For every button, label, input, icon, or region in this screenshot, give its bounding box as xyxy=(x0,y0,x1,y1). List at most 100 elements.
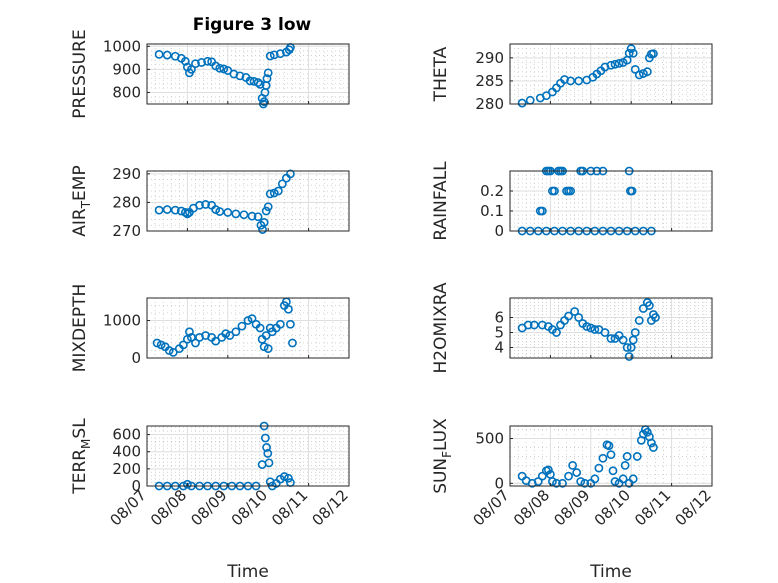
rainfall-subplot: 0 0.1 0.2 RAINFALL xyxy=(431,161,713,241)
x-tick-label: 08/11 xyxy=(631,486,674,529)
theta-data-point xyxy=(517,98,527,108)
y-tick-label: 0 xyxy=(131,477,141,495)
sun_flux-data-point xyxy=(594,463,604,473)
y-tick-label: 4 xyxy=(494,339,504,357)
h2omixra-data-point xyxy=(600,328,610,337)
x-tick-label: 08/07 xyxy=(107,486,150,529)
x-tick-label: 08/10 xyxy=(591,486,634,529)
theta-data-point xyxy=(541,91,551,101)
mixdepth-data-point xyxy=(261,331,271,340)
h2omixra-data-point xyxy=(586,323,596,333)
x-tick-label: 08/11 xyxy=(268,486,311,529)
sun_flux-data-point xyxy=(620,461,630,470)
sun_flux-data-point xyxy=(537,471,547,481)
y-tick-label: 290 xyxy=(475,49,504,67)
air_temp-data-point xyxy=(180,208,190,217)
theta-data-point xyxy=(649,49,658,59)
sun_flux-data-point xyxy=(558,478,567,488)
sun_flux-data-point xyxy=(618,474,628,484)
terr_msl-data-point xyxy=(262,443,271,452)
pressure-data-point xyxy=(263,68,273,78)
pressure-data-point xyxy=(180,56,190,66)
sun_flux-data-point xyxy=(580,478,590,488)
terr_msl-data-point xyxy=(182,479,192,489)
pressure-data-point xyxy=(253,78,263,87)
x-tick-label: 08/07 xyxy=(470,486,513,529)
air_temp-data-point xyxy=(261,206,271,216)
y-tick-label: 1000 xyxy=(103,37,141,55)
y-tick-label: 900 xyxy=(112,60,141,78)
theta-data-point xyxy=(610,59,620,69)
h2omixra-data-point xyxy=(624,352,634,361)
theta-data-point xyxy=(566,76,575,86)
mixdepth-data-point xyxy=(263,344,273,354)
y-tick-label: 270 xyxy=(112,222,141,240)
theta-data-point xyxy=(642,67,652,77)
theta-y-axis-label: THETA xyxy=(431,46,451,102)
h2omixra-data-point xyxy=(574,313,584,322)
h2omixra-data-point xyxy=(552,328,561,337)
mixdepth-data-point xyxy=(178,340,188,350)
h2omixra-data-point xyxy=(651,313,660,322)
pressure-data-point xyxy=(191,59,200,69)
air_temp-data-point xyxy=(253,212,263,222)
sun_flux-y-axis-label: SUNFLUX xyxy=(431,418,454,494)
air_temp-data-point xyxy=(195,200,204,210)
subplot-grid: 800 900 1000 PRESSURE 280 285 290 THETA 270 280 29… xyxy=(70,29,715,582)
pressure-data-point xyxy=(265,51,275,61)
theta-data-point xyxy=(574,76,584,86)
theta-data-point xyxy=(606,60,616,70)
x-axis-label: Time xyxy=(589,562,632,582)
y-tick-label: 290 xyxy=(112,165,141,183)
mixdepth-data-point xyxy=(275,319,285,329)
sun_flux-data-point xyxy=(608,466,618,476)
terr_msl-axes-frame xyxy=(146,425,350,487)
h2omixra-data-point xyxy=(529,320,539,330)
mixdepth-data-point xyxy=(288,338,297,348)
y-tick-label: 6 xyxy=(494,309,504,327)
mixdepth-data-point xyxy=(255,323,265,333)
sun_flux-data-point xyxy=(552,478,561,488)
theta-data-point xyxy=(638,69,648,78)
theta-data-point xyxy=(634,70,644,80)
y-tick-label: 0 xyxy=(494,474,504,492)
y-tick-label: 500 xyxy=(475,430,504,448)
rainfall-data-point xyxy=(537,206,547,216)
theta-data-point xyxy=(560,75,569,84)
pressure-data-point xyxy=(215,63,225,73)
y-tick-label: 0 xyxy=(494,222,504,240)
sun_flux-data-point xyxy=(543,465,553,475)
pressure-y-axis-label: PRESSURE xyxy=(70,29,90,118)
rainfall-data-point xyxy=(566,186,575,196)
y-tick-label: 400 xyxy=(112,443,141,461)
y-tick-label: 0 xyxy=(131,349,141,367)
h2omixra-data-point xyxy=(622,343,632,352)
y-tick-label: 0.2 xyxy=(480,182,504,200)
air_temp-y-axis-label: AIRTEMP xyxy=(70,165,93,236)
theta-subplot: 280 285 290 THETA xyxy=(431,43,713,113)
air_temp-data-point xyxy=(231,209,241,219)
y-tick-label: 280 xyxy=(112,193,141,211)
air_temp-data-point xyxy=(263,202,273,212)
h2omixra-data-point xyxy=(582,322,592,331)
sun_flux-data-point xyxy=(572,468,582,477)
y-tick-label: 1000 xyxy=(103,312,141,330)
x-tick-label: 08/09 xyxy=(550,486,593,529)
y-tick-label: 0.1 xyxy=(480,202,504,220)
pressure-axes-frame xyxy=(146,43,350,105)
theta-data-point xyxy=(626,44,636,54)
h2omixra-data-point xyxy=(630,328,640,337)
sun_flux-data-point xyxy=(568,461,578,470)
air_temp-data-point xyxy=(286,169,295,179)
h2omixra-data-point xyxy=(644,301,654,310)
air_temp-data-point xyxy=(259,218,269,227)
air_temp-data-point xyxy=(201,200,210,209)
sun_flux-data-point xyxy=(590,474,600,484)
air_temp-data-point xyxy=(247,211,257,221)
air_temp-data-point xyxy=(273,186,283,196)
sun_flux-axes-background xyxy=(509,425,713,487)
figure-title: Figure 3 low xyxy=(193,15,312,35)
air_temp-data-point xyxy=(182,209,192,219)
mixdepth-data-point xyxy=(283,304,293,314)
mixdepth-axes-frame xyxy=(146,297,350,359)
